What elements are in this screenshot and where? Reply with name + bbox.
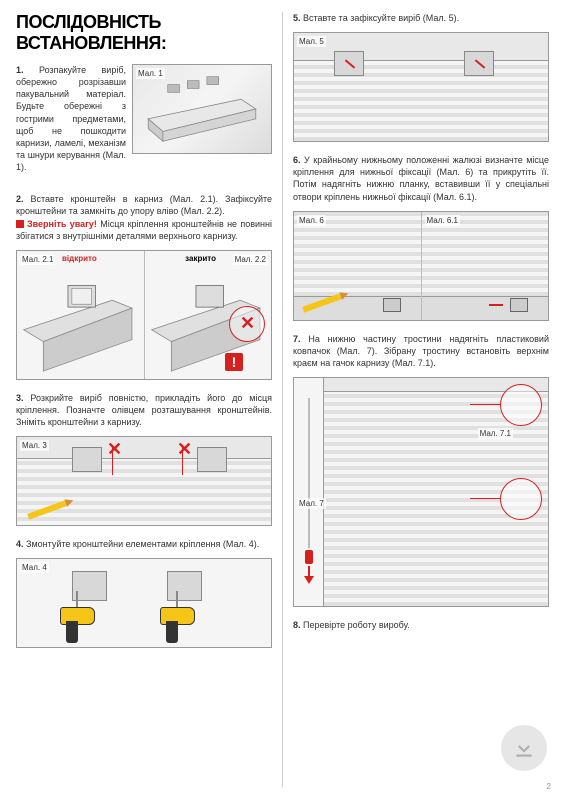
detail-71-bottom	[500, 478, 542, 520]
step-6-num: 6.	[293, 155, 301, 165]
figure-7: Мал. 7 Мал. 7.1	[293, 377, 549, 607]
instruction-page: ПОСЛІДОВНІСТЬ ВСТАНОВЛЕННЯ: 1. Розпакуйт…	[0, 0, 565, 799]
step-2-num: 2.	[16, 194, 24, 204]
attention-label: Зверніть увагу!	[27, 219, 97, 229]
step-2-text: 2. Вставте кронштейн в карниз (Мал. 2.1)…	[16, 193, 272, 242]
bracket-b	[167, 571, 202, 601]
figure-2: Мал. 2.1 Мал. 2.2 відкрито закрито	[16, 250, 272, 380]
step-7-num: 7.	[293, 334, 301, 344]
wand-cap	[305, 550, 313, 564]
figure-22-label: Мал. 2.2	[233, 254, 268, 265]
leader-1	[470, 404, 500, 405]
step-5-body: Вставте та зафіксуйте виріб (Мал. 5).	[303, 13, 459, 23]
arrow-61	[489, 304, 503, 306]
figure-7-label: Мал. 7	[297, 498, 326, 509]
lower-fix-61	[510, 298, 528, 312]
step-3-body: Розкрийте виріб повністю, прикладіть йог…	[16, 393, 272, 427]
step-8-body: Перевірте роботу виробу.	[303, 620, 410, 630]
bottom-rail-61	[422, 296, 549, 320]
step-2-body: Вставте кронштейн в карниз (Мал. 2.1). З…	[16, 194, 272, 216]
step-8-text: 8. Перевірте роботу виробу.	[293, 619, 549, 631]
top-rail	[17, 437, 271, 459]
step-1-row: 1. Розпакуйте виріб, обережно розрізавши…	[16, 64, 272, 181]
wand	[308, 398, 310, 548]
drill-1	[52, 607, 102, 647]
figure-61-panel: Мал. 6.1	[422, 212, 549, 320]
step-1-text: 1. Розпакуйте виріб, обережно розрізавши…	[16, 64, 126, 173]
step-1-body: Розпакуйте виріб, обережно розрізавши па…	[16, 65, 126, 172]
red-guide-2	[182, 445, 183, 475]
figure-5-label: Мал. 5	[297, 36, 326, 47]
step-3-text: 3. Розкрийте виріб повністю, прикладіть …	[16, 392, 272, 428]
figure-3-label: Мал. 3	[20, 440, 49, 451]
step-1-num: 1.	[16, 65, 24, 75]
step-7-body: На нижню частину тростини надягніть плас…	[293, 334, 549, 368]
step-8-num: 8.	[293, 620, 301, 630]
figure-71-label: Мал. 7.1	[478, 428, 513, 439]
drill-2	[152, 607, 202, 647]
red-guide-1	[112, 445, 113, 475]
detail-71-top	[500, 384, 542, 426]
step-5-num: 5.	[293, 13, 301, 23]
leader-2	[470, 498, 500, 499]
page-number: 2	[547, 782, 551, 791]
figure-61-label: Мал. 6.1	[425, 215, 460, 226]
lower-fix	[383, 298, 401, 312]
wand-arrow-head	[304, 576, 314, 584]
x-mark-icon: ✕	[240, 313, 255, 334]
detail-circle: ✕	[229, 306, 265, 342]
figure-2-split: ✕ !	[17, 251, 271, 379]
figure-6-label: Мал. 6	[297, 215, 326, 226]
x-mark-2: ✕	[177, 439, 192, 460]
figure-21-panel	[17, 251, 145, 379]
figure-3: Мал. 3 ✕ ✕	[16, 436, 272, 526]
figure-4-label: Мал. 4	[20, 562, 49, 573]
bracket-1	[72, 447, 102, 472]
download-icon	[501, 725, 547, 771]
x-mark-1: ✕	[107, 439, 122, 460]
step-4-body: Змонтуйте кронштейни елементами кріпленн…	[26, 539, 259, 549]
pencil-icon	[27, 501, 67, 520]
figure-4: Мал. 4	[16, 558, 272, 648]
left-column: ПОСЛІДОВНІСТЬ ВСТАНОВЛЕННЯ: 1. Розпакуйт…	[16, 12, 282, 787]
step-5-text: 5. Вставте та зафіксуйте виріб (Мал. 5).	[293, 12, 549, 24]
figure-1-label: Мал. 1	[136, 68, 165, 79]
step-7-text: 7. На нижню частину тростини надягніть п…	[293, 333, 549, 369]
step-3-num: 3.	[16, 393, 24, 403]
warning-icon: !	[225, 353, 243, 371]
step-6-body: У крайньому нижньому положенні жалюзі ви…	[293, 155, 549, 201]
figure-5: Мал. 5	[293, 32, 549, 142]
page-title: ПОСЛІДОВНІСТЬ ВСТАНОВЛЕННЯ:	[16, 12, 272, 54]
right-column: 5. Вставте та зафіксуйте виріб (Мал. 5).…	[283, 12, 549, 787]
step-6-text: 6. У крайньому нижньому положенні жалюзі…	[293, 154, 549, 203]
figure-6-panel: Мал. 6	[294, 212, 422, 320]
step-4-num: 4.	[16, 539, 24, 549]
figure-6-split: Мал. 6 Мал. 6.1	[294, 212, 548, 320]
figure-21-label: Мал. 2.1	[20, 254, 55, 265]
attention-icon	[16, 220, 24, 228]
figure-1: Мал. 1	[132, 64, 272, 154]
bracket-2	[197, 447, 227, 472]
mount-surface	[294, 33, 548, 61]
figure-22-panel: ✕ !	[145, 251, 272, 379]
figure-6: Мал. 6 Мал. 6.1	[293, 211, 549, 321]
step-4-text: 4. Змонтуйте кронштейни елементами кріпл…	[16, 538, 272, 550]
